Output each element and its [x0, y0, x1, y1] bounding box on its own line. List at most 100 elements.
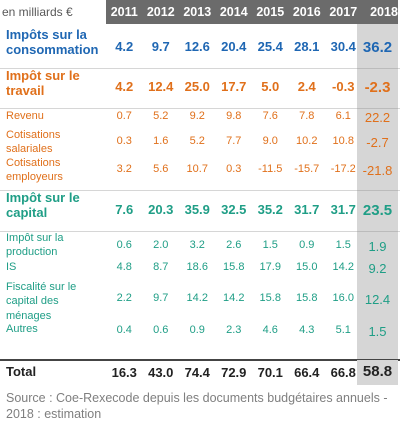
cell-2013: 3.2 — [189, 239, 205, 251]
cell-2012: 5.6 — [153, 163, 169, 175]
cell-2012: 20.3 — [148, 202, 174, 217]
cell-2012: 1.6 — [153, 135, 169, 147]
year-header-2011: 2011 — [110, 5, 138, 19]
table-row-travail-4: Cotisations employeurs 3.2 5.6 10.7 0.3 -11.5… — [0, 156, 400, 186]
cell-2011: 4.2 — [115, 79, 134, 94]
cell-2013: 25.0 — [184, 79, 210, 94]
table-row-capital-9: Autres 0.4 0.6 0.9 2.3 4.6 4.3 5.1 1.5 — [0, 322, 400, 341]
cell-2011: 3.2 — [116, 163, 132, 175]
year-header-2013: 2013 — [183, 5, 212, 19]
total-cell-2013: 74.4 — [184, 365, 210, 380]
cell-2018: 22.2 — [364, 110, 391, 125]
cell-2011: 2.2 — [116, 292, 132, 304]
cell-2014: 7.7 — [226, 135, 242, 147]
cell-2016: 28.1 — [294, 39, 320, 54]
cell-2016: 31.7 — [294, 202, 320, 217]
cell-2014: 20.4 — [221, 39, 247, 54]
cell-2018: 9.2 — [368, 261, 387, 276]
total-2018-highlight — [357, 360, 398, 385]
cell-2018: 36.2 — [362, 39, 393, 56]
cell-2011: 0.7 — [116, 110, 132, 122]
cell-2014: 15.8 — [223, 261, 245, 273]
row-label: Autres — [6, 323, 38, 335]
cell-2018: 1.5 — [368, 324, 387, 339]
cell-2016: 15.8 — [296, 292, 318, 304]
row-label: Impôt sur le capital — [6, 190, 80, 220]
cell-2018: -2.3 — [364, 79, 391, 96]
row-label: Cotisations employeurs — [6, 157, 63, 184]
cell-2011: 4.8 — [116, 261, 132, 273]
table-row-capital-6: Impôt sur la production 0.6 2.0 3.2 2.6 1.5 0.… — [0, 231, 400, 259]
total-cell-2017: 66.8 — [330, 365, 356, 380]
cell-2017: 1.5 — [335, 239, 351, 251]
cell-2015: 9.0 — [262, 135, 278, 147]
cell-2014: 32.5 — [221, 202, 247, 217]
cell-2011: 4.2 — [115, 39, 134, 54]
cell-2012: 9.7 — [153, 292, 169, 304]
year-header-2015: 2015 — [256, 5, 285, 19]
cell-2015: 7.6 — [262, 110, 278, 122]
cell-2016: 0.9 — [299, 239, 315, 251]
year-header-2017: 2017 — [329, 5, 358, 19]
cell-2016: 2.4 — [297, 79, 316, 94]
table-row-consommation-0: Impôts sur la consommation 4.2 9.7 12.6 20.4… — [0, 27, 400, 68]
total-label: Total — [6, 364, 37, 379]
cell-2015: 35.2 — [257, 202, 283, 217]
cell-2014: 2.3 — [226, 324, 242, 336]
row-label: Impôts sur la consommation — [6, 27, 99, 57]
cell-2014: 2.6 — [226, 239, 242, 251]
year-header-bar: 2011 2012 2013 2014 2015 2016 2017 2018 — [106, 0, 398, 24]
cell-2012: 5.2 — [153, 110, 169, 122]
cell-2017: -0.3 — [332, 79, 355, 94]
cell-2016: -15.7 — [294, 163, 320, 175]
cell-2012: 12.4 — [148, 79, 174, 94]
section-rule — [0, 190, 400, 191]
cell-2012: 0.6 — [153, 324, 169, 336]
total-cell-2014: 72.9 — [221, 365, 247, 380]
cell-2012: 9.7 — [151, 39, 170, 54]
total-cell-2018: 58.8 — [362, 363, 393, 380]
cell-2013: 14.2 — [186, 292, 208, 304]
cell-2012: 8.7 — [153, 261, 169, 273]
cell-2013: 10.7 — [186, 163, 208, 175]
year-header-2014: 2014 — [219, 5, 248, 19]
cell-2015: 17.9 — [259, 261, 281, 273]
section-rule — [0, 68, 400, 69]
row-label: Cotisations salariales — [6, 129, 61, 156]
cell-2016: 15.0 — [296, 261, 318, 273]
total-cell-2015: 70.1 — [257, 365, 283, 380]
total-separator-rule — [0, 359, 400, 361]
cell-2014: 9.8 — [226, 110, 242, 122]
cell-2018: -21.8 — [362, 163, 393, 178]
cell-2014: 0.3 — [226, 163, 242, 175]
cell-2013: 12.6 — [184, 39, 210, 54]
cell-2017: 16.0 — [332, 292, 354, 304]
cell-2018: 1.9 — [368, 239, 387, 254]
cell-2013: 9.2 — [189, 110, 205, 122]
cell-2015: 4.6 — [262, 324, 278, 336]
cell-2018: -2.7 — [366, 135, 389, 150]
year-header-2016: 2016 — [292, 5, 321, 19]
cell-2015: 5.0 — [261, 79, 280, 94]
cell-2013: 35.9 — [184, 202, 210, 217]
cell-2017: -17.2 — [330, 163, 356, 175]
total-cell-2011: 16.3 — [111, 365, 137, 380]
table-row-capital-8: Fiscalité sur le capital des ménages 2.2 9… — [0, 280, 400, 322]
row-label: Impôt sur le travail — [6, 68, 80, 98]
unit-label: en milliards € — [2, 5, 73, 19]
cell-2017: 14.2 — [332, 261, 354, 273]
table-row-capital-7: IS 4.8 8.7 18.6 15.8 17.9 15.0 14.2 9.2 — [0, 260, 400, 279]
cell-2011: 0.3 — [116, 135, 132, 147]
row-label: IS — [6, 261, 17, 273]
year-header-2018: 2018 — [370, 5, 398, 19]
cell-2017: 5.1 — [335, 324, 351, 336]
cell-2016: 7.8 — [299, 110, 315, 122]
cell-2015: -11.5 — [258, 163, 283, 175]
source-note: Source : Coe-Rexecode depuis les documen… — [6, 391, 388, 422]
cell-2012: 2.0 — [153, 239, 169, 251]
table-row-capital-5: Impôt sur le capital 7.6 20.3 35.9 32.5 35.2 3… — [0, 190, 400, 231]
year-header-2012: 2012 — [146, 5, 175, 19]
cell-2015: 1.5 — [262, 239, 278, 251]
row-label: Fiscalité sur le capital des ménages — [6, 281, 77, 322]
